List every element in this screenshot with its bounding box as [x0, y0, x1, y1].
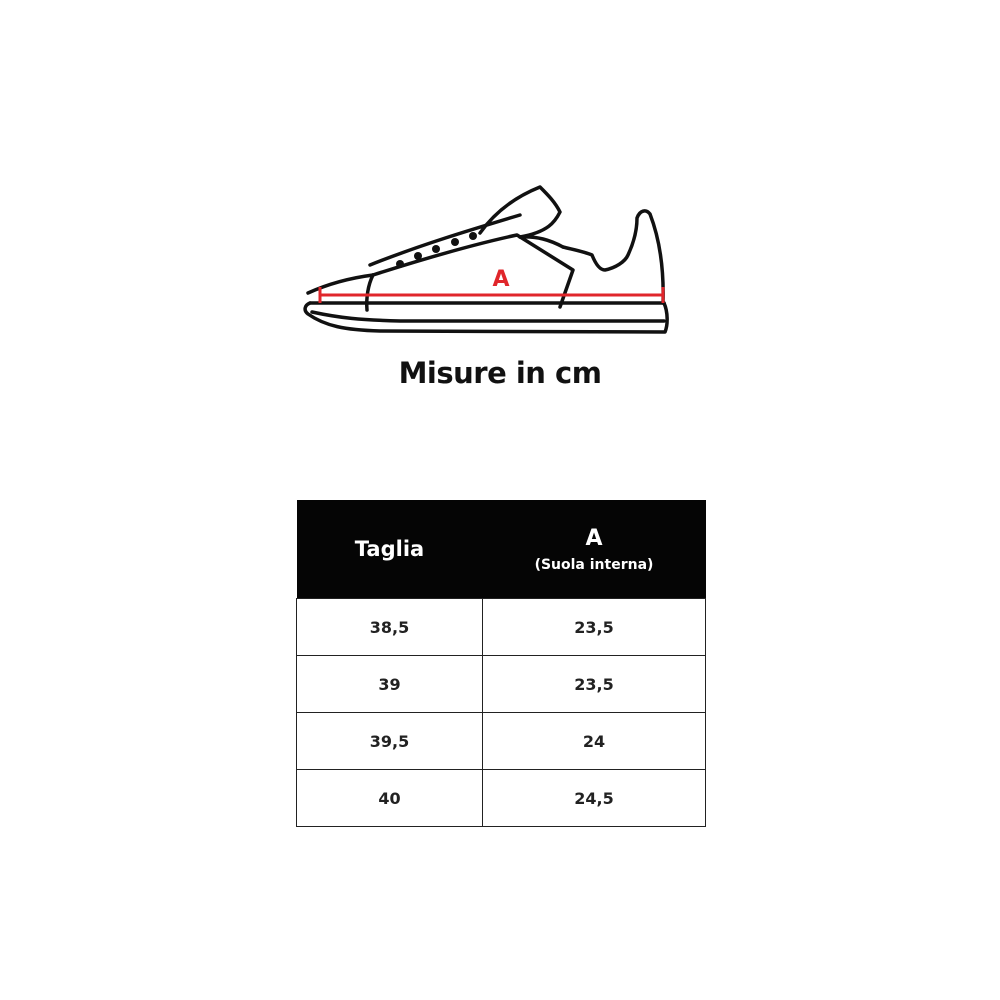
table-row: 39,5 24 [296, 712, 706, 770]
lace-eyelet [432, 245, 440, 253]
shoe-outline [303, 185, 669, 334]
lace-holes [396, 232, 477, 268]
header-size: Taglia [296, 500, 483, 599]
shoe-diagram: A [303, 185, 669, 334]
lace-eyelet [414, 252, 422, 260]
measure-line-a [318, 287, 665, 303]
measure-cell: 23,5 [482, 598, 706, 656]
lace-eyelet [451, 238, 459, 246]
size-cell: 39,5 [296, 712, 483, 770]
size-cell: 39 [296, 655, 483, 713]
lace-eyelet [396, 260, 404, 268]
measure-cell: 24 [482, 712, 706, 770]
measure-cell: 23,5 [482, 655, 706, 713]
size-table: Taglia A (Suola interna) 38,5 23,5 39 23,5… [296, 500, 706, 827]
header-measure: A (Suola interna) [482, 500, 706, 599]
header-measure-label: A [585, 525, 603, 551]
measure-label-a: A [492, 267, 509, 292]
table-row: 40 24,5 [296, 769, 706, 827]
size-cell: 40 [296, 769, 483, 827]
measure-cell: 24,5 [482, 769, 706, 827]
page-title: Misure in cm [398, 356, 602, 390]
table-row: 38,5 23,5 [296, 598, 706, 656]
table-row: 39 23,5 [296, 655, 706, 713]
table-header-row: Taglia A (Suola interna) [296, 500, 706, 599]
size-cell: 38,5 [296, 598, 483, 656]
lace-eyelet [469, 232, 477, 240]
header-measure-note: (Suola interna) [534, 556, 654, 573]
